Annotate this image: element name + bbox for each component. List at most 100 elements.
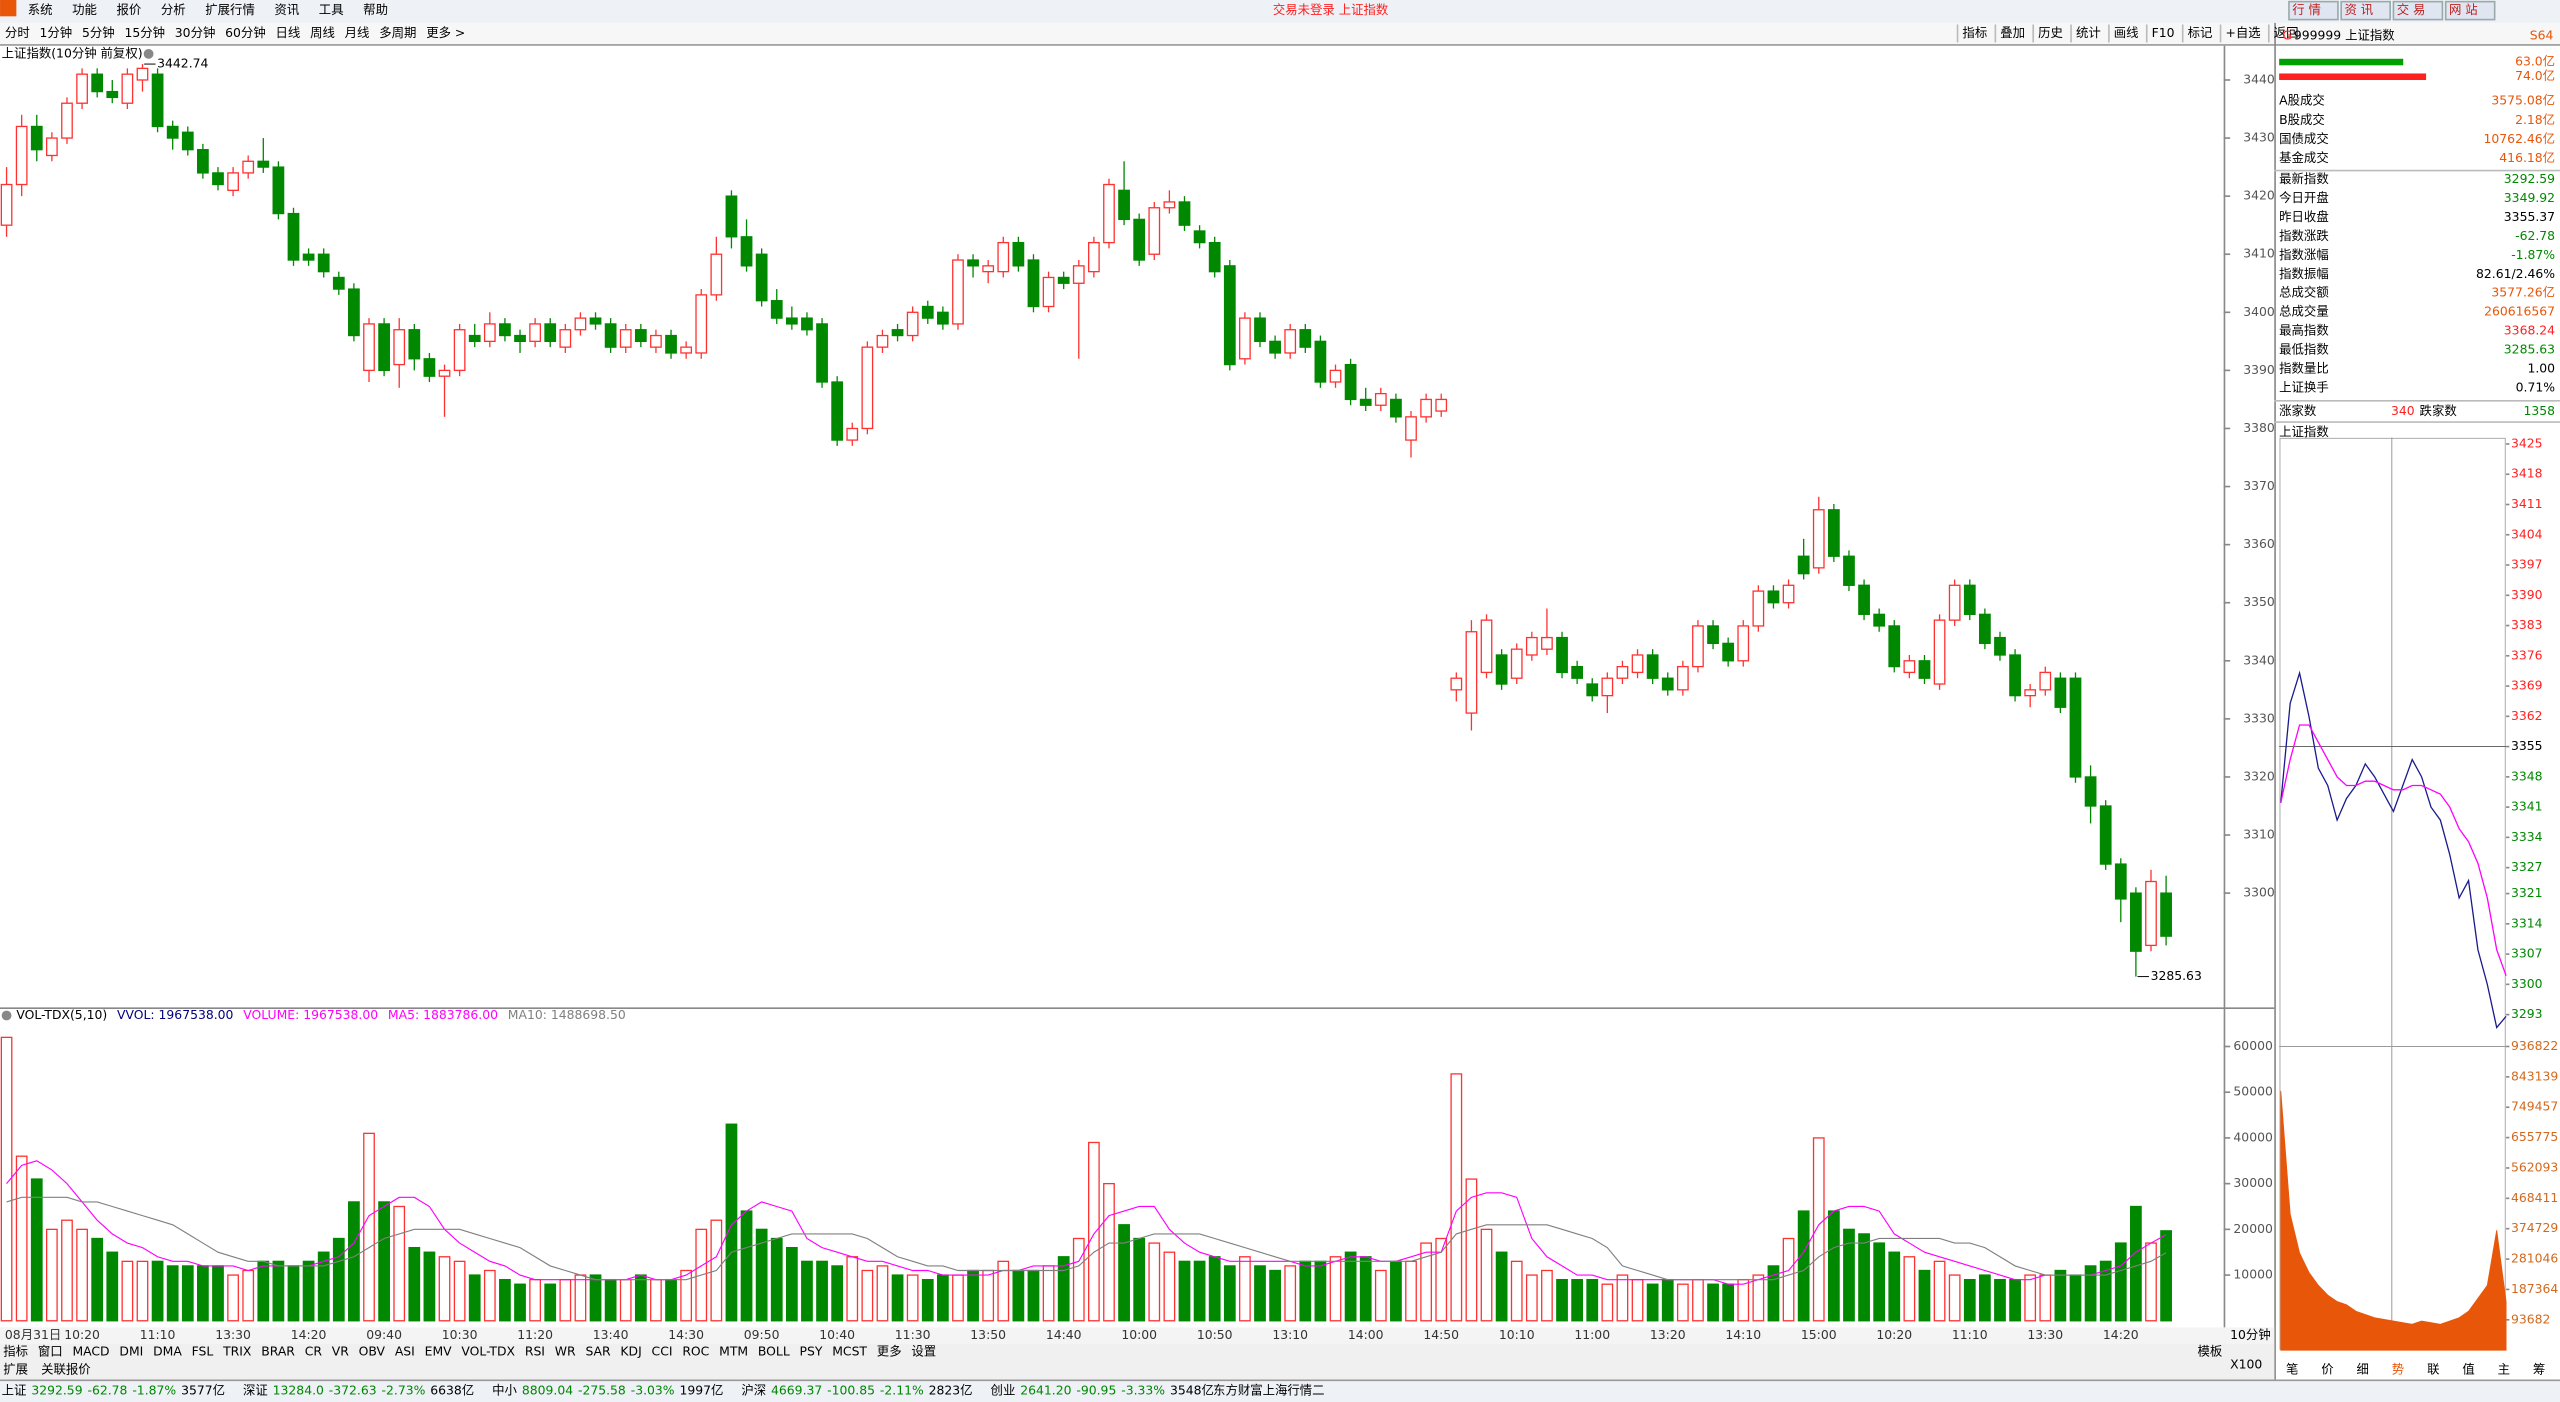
settings-icon[interactable] xyxy=(1,1010,12,1021)
x-tick-label: 14:20 xyxy=(291,1327,327,1342)
period-tab[interactable]: 分时 xyxy=(5,25,30,40)
indicator-tab[interactable]: 设置 xyxy=(911,1343,936,1358)
indicator-tab[interactable]: DMI xyxy=(119,1343,143,1358)
top-button[interactable] xyxy=(2444,0,2496,21)
indicator-tab[interactable]: 更多 xyxy=(877,1343,902,1358)
indicator-tab[interactable]: ASI xyxy=(395,1343,415,1358)
menu-item[interactable]: 扩展行情 xyxy=(205,2,255,17)
period-tab[interactable]: 周线 xyxy=(310,25,335,40)
indicator-tab[interactable]: WR xyxy=(555,1343,576,1358)
indicator-tab[interactable]: DMA xyxy=(153,1343,182,1358)
indicator-tab[interactable]: 窗口 xyxy=(38,1343,63,1358)
top-button[interactable] xyxy=(2392,0,2444,21)
menu-item[interactable]: 报价 xyxy=(117,2,142,17)
indicator-tab[interactable]: PSY xyxy=(800,1343,823,1358)
volume-bar xyxy=(181,1265,194,1322)
tool-button[interactable]: 返回 xyxy=(2274,25,2299,40)
indicator-tab[interactable]: MCST xyxy=(832,1343,867,1358)
quote-tab[interactable]: 主 xyxy=(2498,1361,2510,1376)
indicator-tab[interactable]: VR xyxy=(332,1343,349,1358)
indicator-tab[interactable]: CR xyxy=(305,1343,323,1358)
tool-button[interactable]: F10 xyxy=(2152,25,2175,40)
tool-button[interactable]: 指标 xyxy=(1962,25,1987,40)
status-title: 交易未登录 上证指数 xyxy=(1273,2,1389,17)
volume-bar xyxy=(1827,1210,1840,1322)
period-tab[interactable]: 月线 xyxy=(345,25,370,40)
indicator-tab[interactable]: VOL-TDX xyxy=(461,1343,515,1358)
volume-bar xyxy=(1676,1283,1689,1322)
period-tab[interactable]: 30分钟 xyxy=(175,25,216,40)
indicator-tab[interactable]: BRAR xyxy=(261,1343,295,1358)
footer-value: 13284.0 xyxy=(273,1382,324,1397)
period-tab[interactable]: 1分钟 xyxy=(40,25,73,40)
menu-item[interactable]: 系统 xyxy=(28,2,53,17)
tool-button[interactable]: 统计 xyxy=(2076,25,2101,40)
indicator-tab[interactable]: RSI xyxy=(525,1343,545,1358)
candle-body xyxy=(332,276,345,290)
quote-tab[interactable]: 值 xyxy=(2462,1361,2474,1376)
volume-bar xyxy=(574,1274,587,1322)
tool-button[interactable]: 叠加 xyxy=(2000,25,2025,40)
quote-tab[interactable]: 联 xyxy=(2427,1361,2439,1376)
menu-item[interactable]: 帮助 xyxy=(363,2,388,17)
sub-tab[interactable]: 关联报价 xyxy=(41,1361,91,1376)
tool-button[interactable]: 画线 xyxy=(2114,25,2139,40)
top-button-label[interactable]: 行 情 xyxy=(2292,2,2321,17)
menu-item[interactable]: 工具 xyxy=(319,2,344,17)
period-tab[interactable]: 多周期 xyxy=(379,25,416,40)
period-tab[interactable]: 日线 xyxy=(276,25,301,40)
indicator-tab[interactable]: CCI xyxy=(652,1343,673,1358)
period-tab[interactable]: 60分钟 xyxy=(225,25,266,40)
tool-button[interactable]: +自选 xyxy=(2225,25,2260,40)
quote-tab[interactable]: 价 xyxy=(2321,1361,2334,1376)
indicator-tab[interactable]: EMV xyxy=(425,1343,453,1358)
sub-tab[interactable]: 扩展 xyxy=(3,1361,28,1376)
indicator-tab[interactable]: OBV xyxy=(359,1343,386,1358)
volume-bar xyxy=(1963,1278,1976,1322)
indicator-tab[interactable]: BOLL xyxy=(758,1343,790,1358)
max-label: 3442.74 xyxy=(157,56,208,71)
indicator-tab[interactable]: ROC xyxy=(682,1343,709,1358)
indicator-tab[interactable]: KDJ xyxy=(620,1343,641,1358)
indicator-tab[interactable]: FSL xyxy=(192,1343,214,1358)
indicator-tab[interactable]: 指标 xyxy=(3,1343,28,1358)
candle-body xyxy=(151,73,164,128)
candle-body xyxy=(76,73,88,104)
menu-item[interactable]: 分析 xyxy=(161,2,186,17)
template-button[interactable]: 模板 xyxy=(2198,1343,2223,1358)
indicator-tab[interactable]: SAR xyxy=(585,1343,611,1358)
top-button-label[interactable]: 交 易 xyxy=(2397,2,2426,17)
period-tab[interactable]: 5分钟 xyxy=(82,25,115,40)
quote-tab[interactable]: 笔 xyxy=(2286,1361,2298,1376)
volume-bar xyxy=(348,1201,360,1322)
indicator-tab[interactable]: TRIX xyxy=(222,1343,252,1358)
candle-body xyxy=(121,73,134,104)
volume-bar xyxy=(514,1283,526,1322)
y-tick-label: 3321 xyxy=(2511,885,2543,900)
volume-bar xyxy=(1843,1228,1855,1322)
menu-item[interactable]: 资讯 xyxy=(274,2,299,17)
x-tick-label: 14:50 xyxy=(1423,1327,1459,1342)
tool-button[interactable]: 历史 xyxy=(2038,25,2063,40)
quote-tab[interactable]: 细 xyxy=(2357,1361,2369,1376)
quote-tab[interactable]: 筹 xyxy=(2533,1361,2545,1376)
mini-title: 上证指数 xyxy=(2279,424,2329,439)
indicator-tab[interactable]: MACD xyxy=(72,1343,109,1358)
volume-bar xyxy=(332,1237,345,1322)
volume-bar xyxy=(272,1260,285,1322)
top-button[interactable] xyxy=(2340,0,2391,21)
tool-button[interactable]: 标记 xyxy=(2188,25,2213,40)
top-button[interactable] xyxy=(2288,0,2339,21)
top-button-label[interactable]: 资 讯 xyxy=(2344,2,2373,17)
y-tick-label: 3397 xyxy=(2511,557,2543,572)
indicator-tab[interactable]: MTM xyxy=(719,1343,748,1358)
top-button-label[interactable]: 网 站 xyxy=(2449,2,2478,17)
period-tab[interactable]: 更多 > xyxy=(426,25,465,40)
volume-bar xyxy=(121,1260,134,1322)
quote-tab[interactable]: 势 xyxy=(2392,1361,2404,1376)
period-tab[interactable]: 15分钟 xyxy=(124,25,165,40)
settings-icon[interactable] xyxy=(143,48,154,59)
candle-body xyxy=(559,329,572,348)
menu-item[interactable]: 功能 xyxy=(72,2,97,17)
candle-body xyxy=(1239,317,1251,360)
